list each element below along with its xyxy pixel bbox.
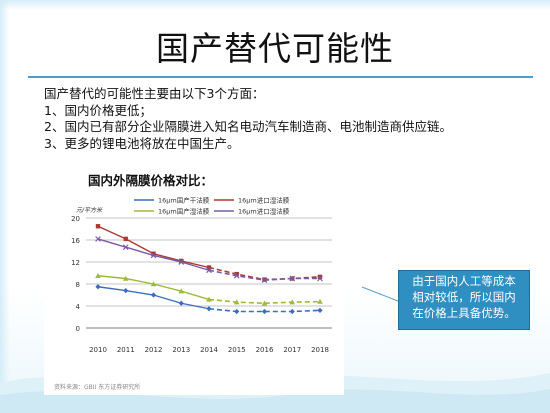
data-point (317, 275, 323, 282)
x-tick-label: 2013 (172, 346, 190, 354)
data-point (289, 275, 296, 282)
data-point (122, 275, 129, 281)
data-point (289, 299, 296, 305)
x-tick-label: 2015 (228, 346, 246, 354)
data-point (122, 244, 129, 250)
y-tick-label: 12 (71, 259, 80, 267)
intro-text: 国产替代的可能性主要由以下3个方面： (44, 86, 265, 101)
data-point (95, 272, 101, 278)
point-2: 2、国内已有部分企业隔膜进入知名电动汽车制造商、电池制造商供应链。 (44, 119, 452, 134)
y-tick-label: 8 (76, 281, 80, 289)
data-point (178, 300, 184, 306)
data-point (234, 308, 240, 315)
y-tick-label: 0 (76, 325, 80, 333)
data-point (317, 307, 323, 313)
data-point (234, 271, 239, 277)
x-tick-label: 2018 (311, 346, 329, 354)
data-point (150, 281, 157, 287)
series-forecast-line (208, 307, 321, 313)
data-point (261, 277, 268, 283)
top-edge-decoration (0, 0, 550, 10)
data-point (206, 306, 212, 312)
source-note: 资料来源：GBII 东方证券研究所 (54, 384, 141, 391)
series-forecast-line (208, 298, 321, 305)
chart-frame: 元/平方米 16μm国产干法膜 16μm进口湿法膜 16μm国产湿法膜 16μm进口湿法… (44, 190, 344, 395)
data-point (150, 292, 157, 298)
x-tick-label: 2010 (89, 346, 107, 354)
data-point (123, 288, 129, 294)
callout-box: 由于国内人工等成本 相对较低，所以国内 在价格上具备优势。 (398, 270, 530, 330)
data-point (206, 265, 212, 270)
legend-label: 16μm国产湿法膜 (158, 207, 210, 216)
y-tick-label: 16 (71, 237, 80, 245)
data-point (95, 284, 101, 290)
title-divider (28, 76, 533, 78)
x-tick-label: 2014 (200, 346, 218, 354)
price-chart: 元/平方米 16μm国产干法膜 16μm进口湿法膜 16μm国产湿法膜 16μm进口湿法… (71, 196, 332, 354)
callout-line-3: 在价格上具备优势。 (412, 306, 516, 320)
legend-label: 16μm进口湿法膜 (238, 196, 290, 205)
data-point (151, 251, 156, 256)
data-point (178, 259, 185, 265)
x-tick-label: 2011 (117, 346, 135, 354)
callout-line-2: 相对较低，所以国内 (412, 290, 516, 304)
legend-label: 16μm进口湿法膜 (238, 207, 290, 216)
legend-label: 16μm国产干法膜 (158, 196, 210, 205)
data-point (179, 258, 184, 264)
data-point (95, 236, 101, 242)
left-edge-decoration (0, 0, 10, 413)
data-point (317, 298, 323, 304)
data-point (150, 252, 157, 259)
y-tick-label: 4 (76, 303, 81, 311)
callout-pointer (361, 286, 399, 302)
data-point (233, 272, 240, 279)
series-line (97, 225, 210, 269)
x-tick-label: 2016 (256, 346, 274, 354)
data-point (317, 274, 323, 280)
point-1: 1、国内价格更低； (44, 102, 152, 118)
data-point (123, 236, 128, 242)
data-point (289, 308, 295, 315)
data-point (206, 267, 212, 274)
data-point (178, 288, 185, 294)
point-3: 3、更多的锂电池将放在中国生产。 (44, 135, 240, 151)
chart-corner-label: 元/平方米 (76, 206, 103, 214)
page-title: 国产替代可能性 (156, 29, 394, 68)
data-point (261, 308, 268, 315)
data-point (261, 300, 268, 306)
data-point (233, 299, 240, 305)
data-point (206, 296, 212, 302)
series-line (97, 286, 210, 310)
data-point (95, 224, 101, 229)
body-text: 国产替代的可能性主要由以下3个方面： 1、国内价格更低； 2、国内已有部分企业隔… (44, 86, 544, 152)
x-tick-label: 2017 (283, 346, 301, 354)
callout-line-1: 由于国内人工等成本 (412, 274, 516, 288)
y-tick-label: 20 (71, 215, 80, 223)
x-tick-label: 2012 (145, 346, 163, 354)
chart-heading: 国内外隔膜价格对比： (88, 173, 214, 188)
